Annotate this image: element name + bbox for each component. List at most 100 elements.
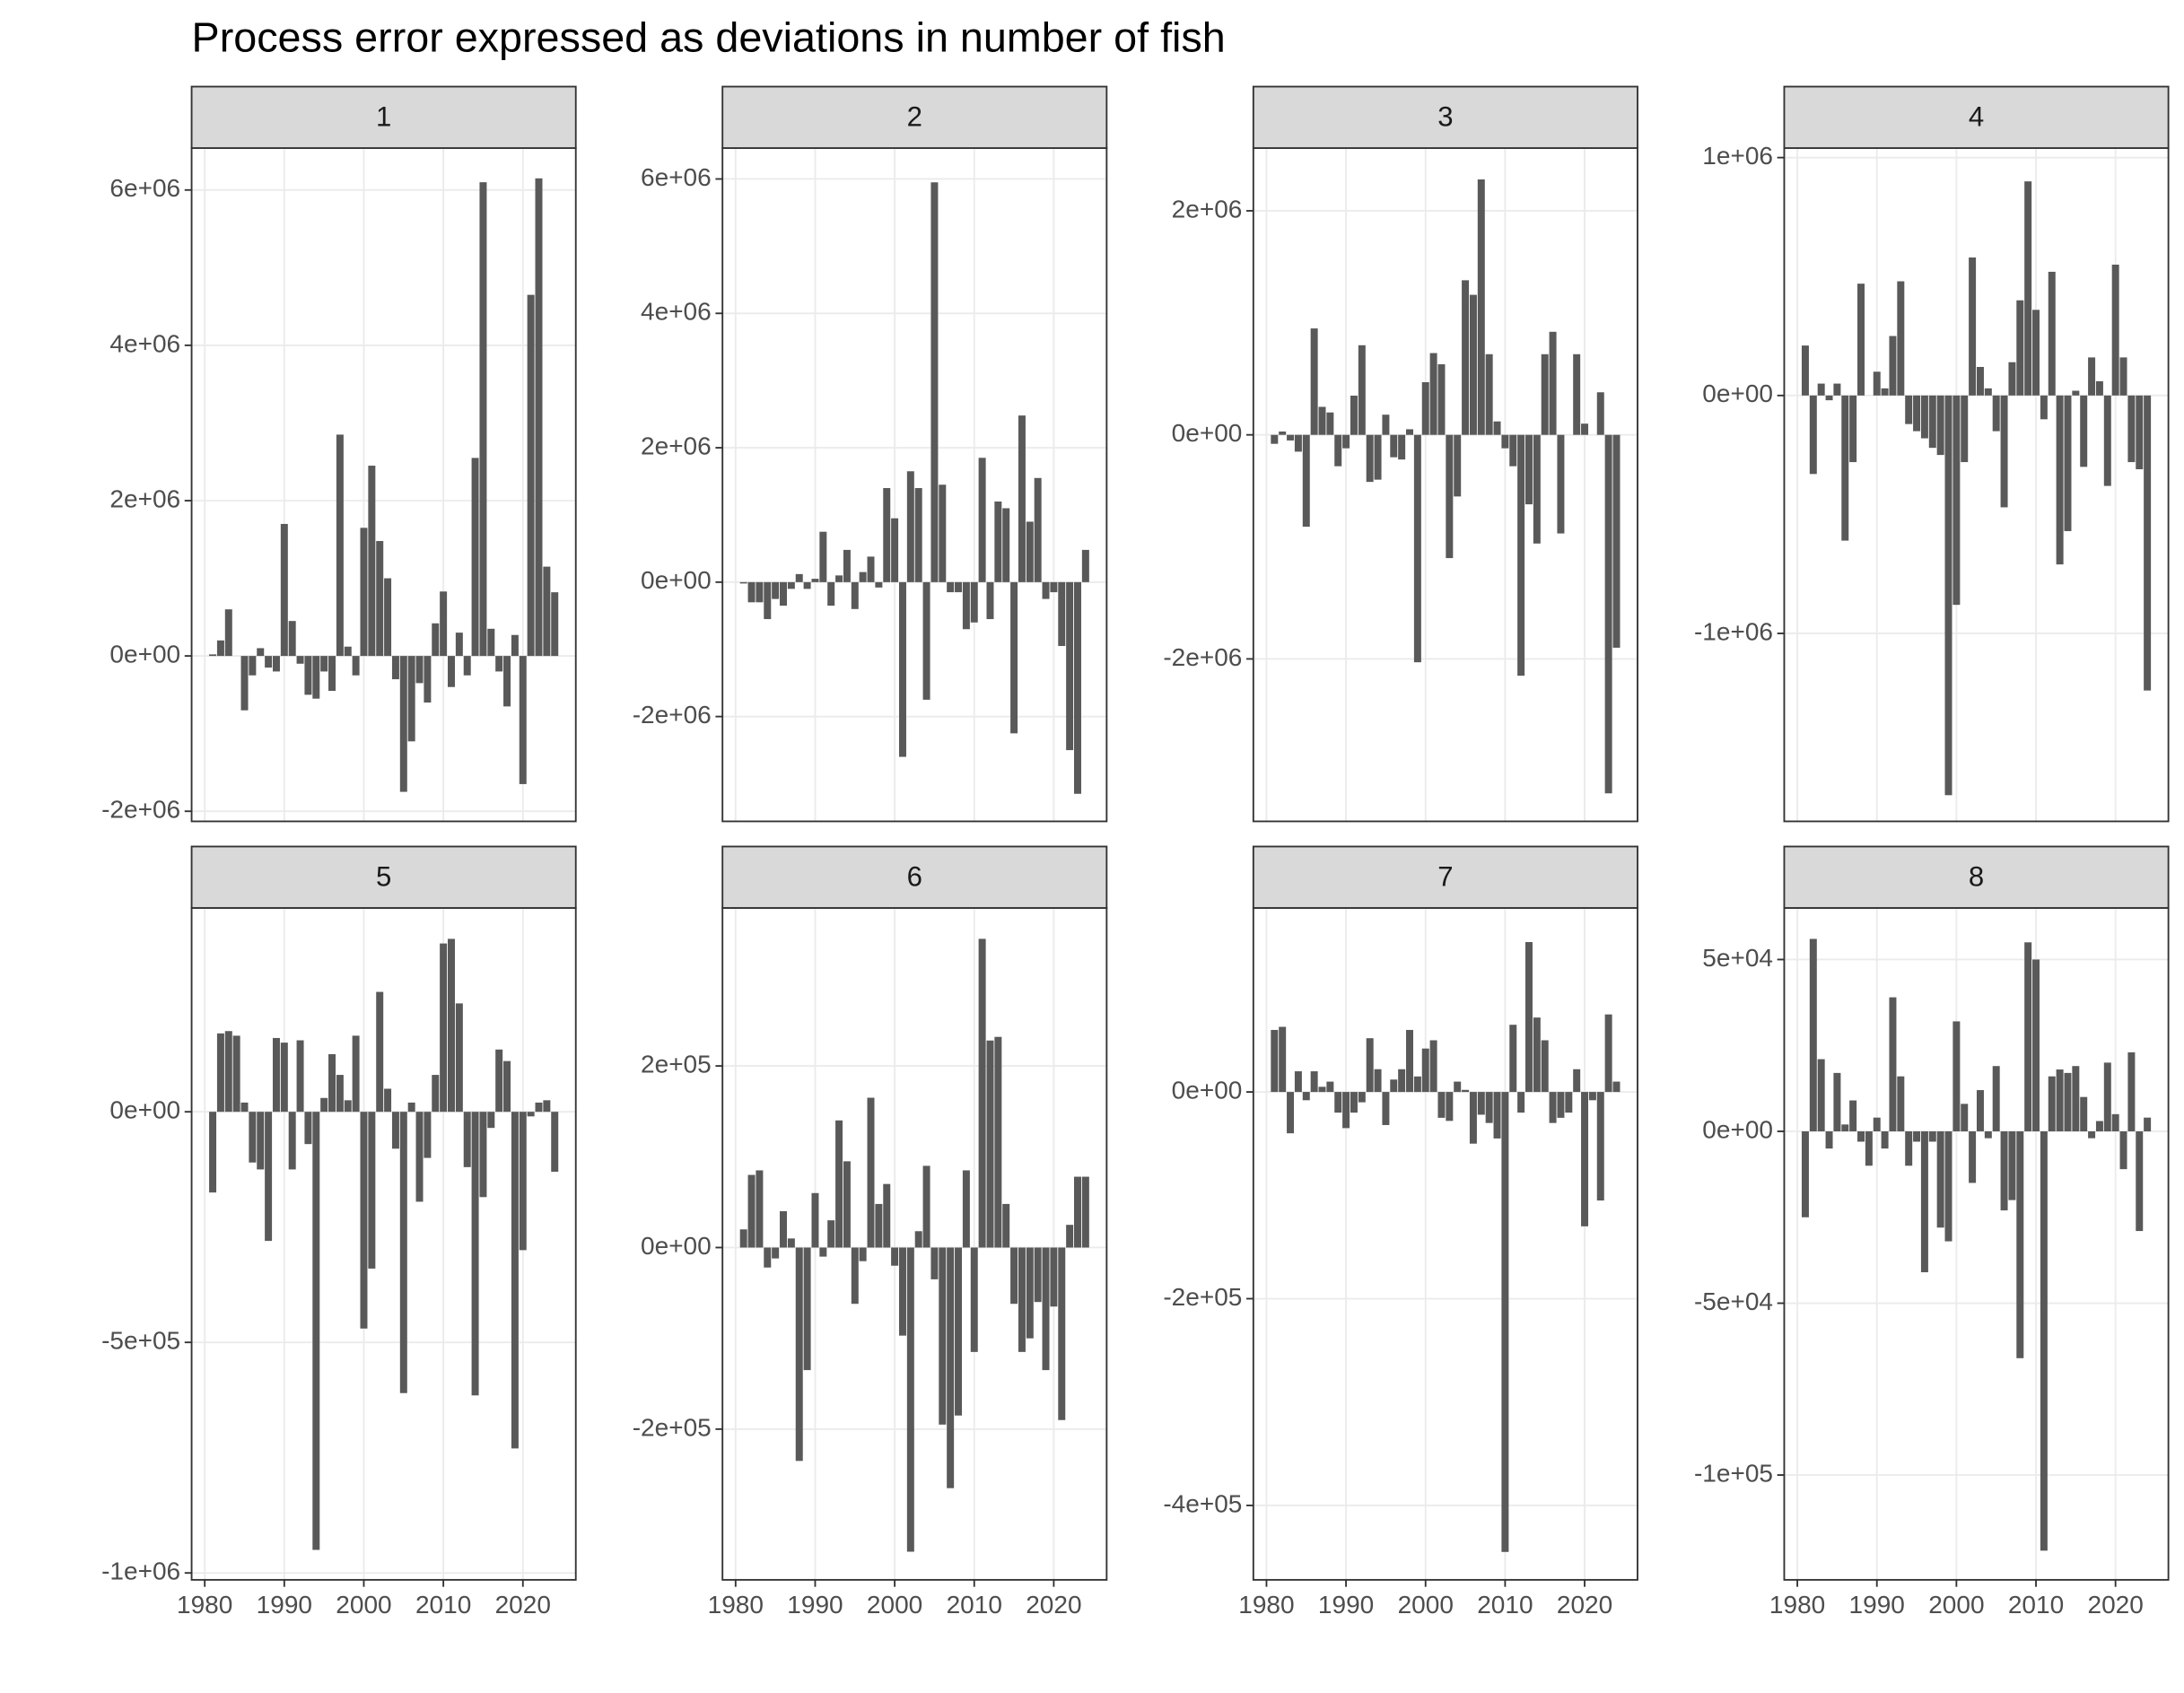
bar: [543, 1100, 551, 1113]
bar: [780, 581, 787, 607]
bar: [272, 656, 280, 672]
bar: [1271, 1029, 1279, 1093]
bar: [249, 656, 257, 676]
bar: [1976, 366, 1984, 396]
bar: [1588, 1092, 1596, 1101]
bar: [1857, 284, 1865, 396]
bar: [1477, 1092, 1485, 1115]
bar: [1413, 434, 1421, 663]
bar: [296, 1040, 304, 1113]
x-tick-label: 2010: [2008, 1591, 2064, 1619]
panel-background: [1784, 908, 2169, 1580]
bar: [1462, 1089, 1470, 1093]
bar: [1437, 1092, 1446, 1118]
bar: [1881, 1130, 1889, 1149]
bar: [471, 1112, 479, 1396]
bar: [1612, 434, 1621, 648]
bar: [1541, 1040, 1549, 1093]
bar: [1018, 1247, 1026, 1352]
bar: [2016, 300, 2024, 396]
bar: [1302, 1092, 1310, 1101]
bar: [1382, 1092, 1390, 1125]
bar: [1081, 1176, 1089, 1248]
strip: [190, 85, 577, 149]
y-tick-label: 6e+06: [641, 163, 712, 191]
bar: [803, 1247, 811, 1371]
bar: [1279, 431, 1287, 435]
bar: [2103, 395, 2111, 486]
bar: [511, 634, 519, 657]
bar: [1801, 345, 1809, 396]
bar: [1018, 415, 1026, 582]
bar: [1849, 395, 1857, 463]
y-tick-label: -1e+06: [101, 1558, 180, 1585]
bar: [883, 487, 891, 582]
bar: [906, 471, 914, 582]
strip-label: 5: [376, 861, 391, 893]
strip: [1252, 845, 1638, 909]
bar: [1477, 179, 1485, 435]
bar: [1881, 388, 1889, 396]
bar: [1034, 1247, 1042, 1303]
bar: [827, 581, 835, 607]
bar: [859, 1247, 867, 1261]
bar: [1920, 395, 1928, 439]
bar: [739, 581, 747, 584]
bar: [1413, 1076, 1421, 1093]
bar: [288, 621, 296, 657]
y-tick-label: 0e+00: [1702, 1115, 1773, 1143]
y-tick-label: -5e+05: [101, 1327, 180, 1355]
bar: [747, 581, 756, 603]
bar: [922, 1165, 930, 1248]
bar: [1801, 1130, 1809, 1217]
bar: [1809, 938, 1817, 1131]
bar: [1026, 1247, 1034, 1339]
bar: [344, 1100, 352, 1113]
bar: [2072, 1066, 2080, 1131]
bar: [1841, 1124, 1849, 1131]
panel-background: [191, 148, 576, 822]
bar: [1350, 395, 1358, 435]
bar: [1905, 395, 1913, 424]
bar: [1074, 581, 1081, 794]
bar: [803, 581, 811, 589]
bar: [224, 1031, 232, 1113]
bar: [1429, 1040, 1437, 1093]
bar: [827, 1220, 835, 1248]
bar: [819, 531, 827, 582]
bar: [1509, 434, 1517, 467]
bar: [1010, 581, 1018, 734]
bar: [407, 1102, 415, 1113]
bar: [1817, 1059, 1825, 1131]
bar: [962, 581, 970, 630]
bar: [1565, 1092, 1573, 1113]
bar: [1961, 395, 1969, 463]
bar: [2072, 390, 2080, 396]
bar: [2111, 264, 2119, 396]
bar: [1841, 395, 1849, 541]
bar: [939, 1247, 947, 1425]
bar: [994, 501, 1002, 582]
bar: [1294, 434, 1302, 452]
strip: [721, 85, 1108, 149]
x-tick-label: 2000: [1928, 1591, 1984, 1619]
bar: [1897, 1076, 1905, 1131]
bar: [551, 592, 559, 657]
bar: [780, 1211, 787, 1248]
bar: [2000, 395, 2008, 508]
bar: [2040, 1130, 2048, 1551]
bar: [391, 656, 399, 680]
bar: [1969, 1130, 1977, 1183]
bar: [399, 656, 407, 792]
bar: [1581, 423, 1589, 435]
bar: [1042, 1247, 1050, 1371]
bar: [2024, 181, 2032, 396]
bar: [1913, 395, 1921, 432]
bar: [930, 182, 939, 582]
bar: [1557, 1092, 1565, 1118]
bar: [747, 1174, 756, 1248]
y-tick-label: 1e+06: [1702, 142, 1773, 170]
y-tick-label: 2e+06: [1172, 195, 1243, 223]
bar: [1873, 371, 1881, 396]
bar: [867, 1097, 875, 1248]
